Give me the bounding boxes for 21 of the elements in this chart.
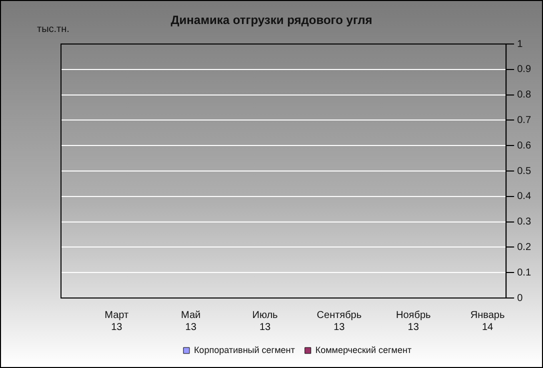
x-tick-label: Ноябрь 13 bbox=[396, 310, 431, 333]
x-tick-label: Сентябрь 13 bbox=[316, 310, 362, 333]
y-axis-title: тыс.тн. bbox=[37, 24, 70, 35]
legend-label: Корпоративный сегмент bbox=[194, 344, 295, 355]
y-tick-label: 0.1 bbox=[517, 267, 532, 278]
x-tick-label: Май 13 bbox=[181, 310, 201, 333]
chart-title: Динамика отгрузки рядового угля bbox=[170, 13, 372, 27]
legend-label: Коммерческий сегмент bbox=[315, 344, 412, 355]
y-tick-label: 1 bbox=[517, 38, 524, 50]
y-tick-label: 0.8 bbox=[517, 90, 532, 101]
y-tick-label: 0.6 bbox=[517, 140, 532, 152]
y-tick-label: 0.5 bbox=[517, 166, 532, 177]
y-tick-label: 0.2 bbox=[517, 242, 532, 253]
y-tick-label: 0.9 bbox=[517, 64, 532, 76]
x-tick-label: Июль 13 bbox=[252, 310, 278, 333]
y-tick-label: 0 bbox=[517, 292, 524, 304]
y-tick-label: 0.4 bbox=[517, 191, 532, 202]
x-tick-label: Январь 14 bbox=[470, 310, 505, 333]
y-tick-label: 0.7 bbox=[517, 114, 532, 126]
x-tick-label: Март 13 bbox=[104, 310, 130, 333]
y-tick-label: 0.3 bbox=[517, 216, 532, 228]
